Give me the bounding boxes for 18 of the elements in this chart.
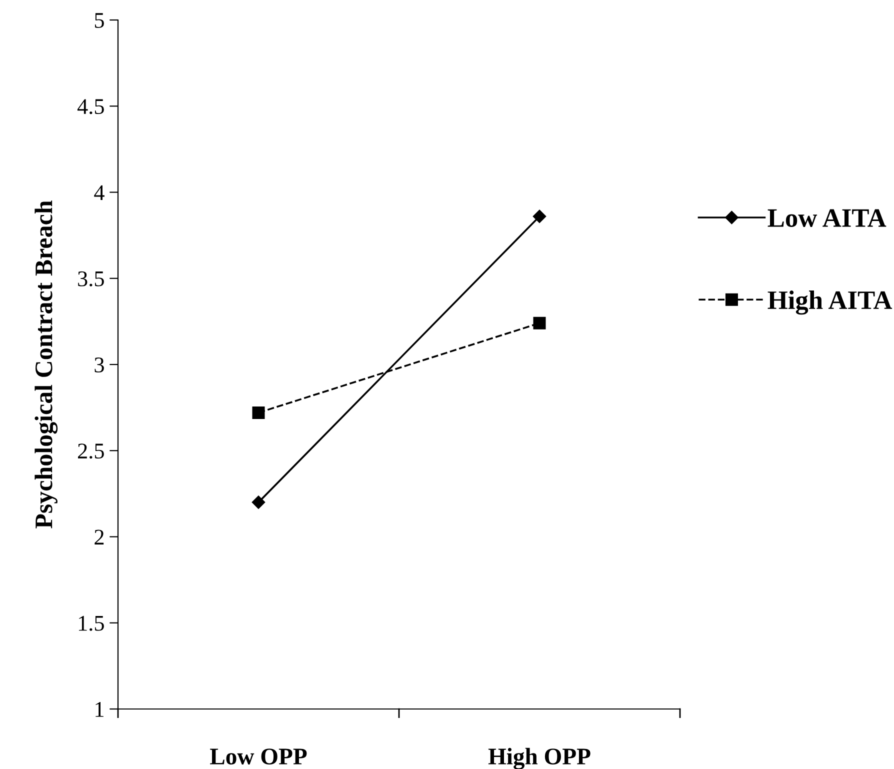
- y-tick-label: 2.5: [78, 444, 104, 459]
- y-tick-label: 3.5: [78, 271, 104, 286]
- point: [252, 496, 266, 509]
- y-tick-label: 4.5: [77, 99, 104, 114]
- y-tick-label: 1: [96, 702, 104, 717]
- x-tick-label: High OPP: [488, 748, 590, 769]
- y-tick-label: 3: [94, 357, 104, 372]
- x-tick-label: Low OPP: [210, 748, 307, 765]
- legend-label: High AITA: [768, 290, 892, 315]
- y-tick-label: 2: [94, 530, 104, 544]
- point: [533, 316, 546, 330]
- point: [532, 210, 546, 223]
- legend-label: Low AITA: [768, 209, 886, 227]
- point: [252, 406, 265, 419]
- y-tick-label: 4: [94, 185, 104, 200]
- y-axis-title: Psychological Contract Breach: [34, 200, 58, 528]
- y-tick-label: 1.5: [78, 616, 104, 631]
- y-tick-label: 5: [94, 13, 104, 28]
